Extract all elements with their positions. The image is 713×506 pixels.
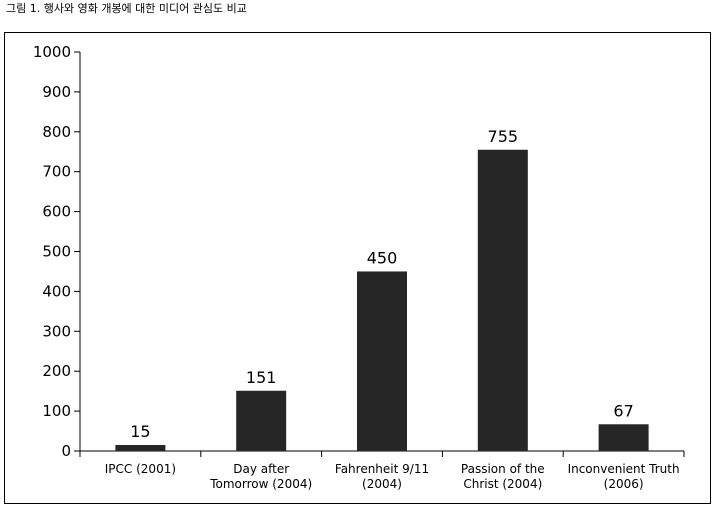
x-category-label: Inconvenient Truth (2006) — [568, 462, 680, 491]
x-category-label: Passion of the Christ (2004) — [461, 462, 545, 491]
bar — [477, 149, 528, 451]
x-category-label: Fahrenheit 9/11 (2004) — [335, 462, 429, 491]
bar — [115, 445, 166, 451]
chart-frame — [4, 32, 711, 504]
y-tick-label: 100 — [42, 402, 71, 420]
y-tick-label: 200 — [42, 362, 71, 380]
bar — [598, 424, 649, 451]
y-axis: 0 100 200 300 400 500 600 700 800 900 1000 — [33, 43, 81, 460]
bar-value-label: 15 — [130, 422, 150, 441]
y-tick-label: 400 — [42, 282, 71, 300]
bar-value-label: 151 — [246, 368, 277, 387]
y-tick-label: 600 — [42, 203, 71, 221]
x-category-label: Day after Tomorrow (2004) — [209, 462, 312, 491]
y-tick-label: 1000 — [33, 43, 71, 61]
x-axis: IPCC (2001) Day after Tomorrow (2004) Fahre… — [79, 450, 685, 491]
figure-caption: 그림 1. 행사와 영화 개봉에 대한 미디어 관심도 비교 — [6, 2, 247, 15]
bar — [357, 271, 407, 451]
x-category-label: IPCC (2001) — [105, 462, 176, 476]
bar-value-label: 755 — [488, 127, 519, 146]
y-tick-label: 500 — [42, 243, 71, 261]
y-tick-label: 700 — [42, 163, 71, 181]
y-tick-label: 0 — [61, 442, 71, 460]
bars — [115, 149, 649, 451]
data-labels: 15 151 450 755 67 — [130, 127, 634, 441]
y-tick-label: 800 — [42, 123, 71, 141]
bar-value-label: 450 — [367, 248, 398, 267]
y-tick-label: 900 — [42, 83, 71, 101]
bar-value-label: 67 — [613, 401, 633, 420]
y-tick-label: 300 — [42, 322, 71, 340]
bar — [236, 390, 287, 451]
